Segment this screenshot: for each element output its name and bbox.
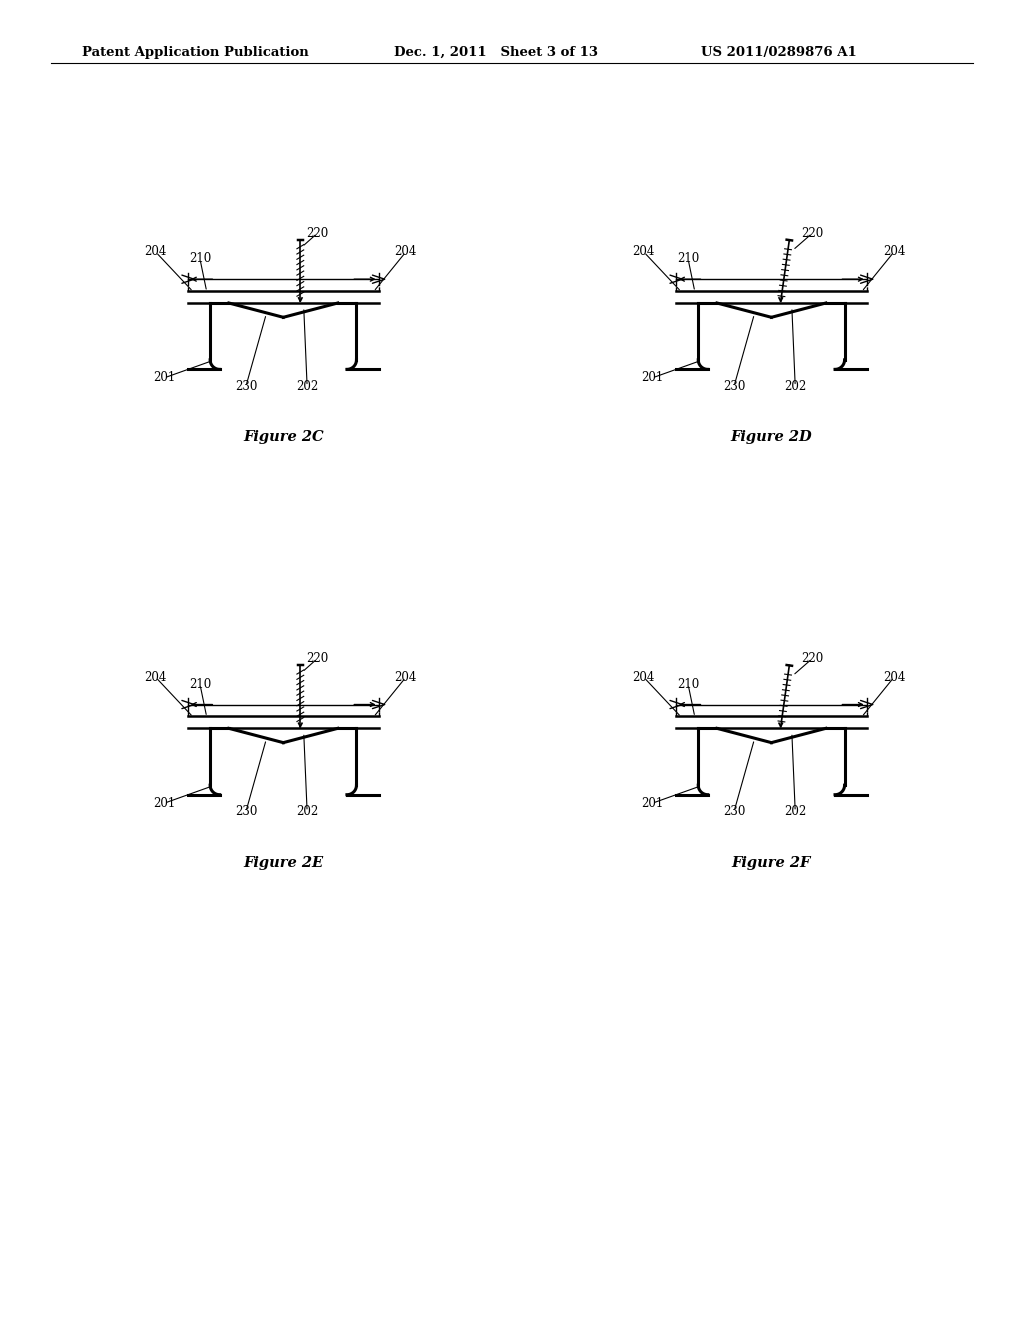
Text: 202: 202 bbox=[296, 805, 318, 818]
Text: 210: 210 bbox=[677, 677, 699, 690]
Text: 220: 220 bbox=[801, 227, 823, 240]
Text: Figure 2F: Figure 2F bbox=[732, 855, 811, 870]
Text: 201: 201 bbox=[154, 797, 175, 809]
Text: Figure 2C: Figure 2C bbox=[243, 430, 324, 445]
Text: 204: 204 bbox=[883, 671, 905, 684]
Text: 204: 204 bbox=[394, 671, 417, 684]
Text: 204: 204 bbox=[883, 246, 905, 259]
Text: 210: 210 bbox=[188, 252, 211, 265]
Text: US 2011/0289876 A1: US 2011/0289876 A1 bbox=[701, 46, 857, 59]
Text: 230: 230 bbox=[234, 380, 257, 393]
Text: 204: 204 bbox=[633, 246, 655, 259]
Text: 204: 204 bbox=[394, 246, 417, 259]
Text: 230: 230 bbox=[723, 805, 745, 818]
Text: 201: 201 bbox=[154, 371, 175, 384]
Text: Figure 2D: Figure 2D bbox=[730, 430, 812, 445]
Text: 210: 210 bbox=[677, 252, 699, 265]
Text: 204: 204 bbox=[144, 246, 167, 259]
Text: 201: 201 bbox=[641, 371, 664, 384]
Text: 202: 202 bbox=[296, 380, 318, 393]
Text: 220: 220 bbox=[306, 652, 329, 665]
Text: 202: 202 bbox=[784, 805, 806, 818]
Text: 202: 202 bbox=[784, 380, 806, 393]
Text: 210: 210 bbox=[188, 677, 211, 690]
Text: 230: 230 bbox=[234, 805, 257, 818]
Text: Figure 2E: Figure 2E bbox=[244, 855, 324, 870]
Text: Patent Application Publication: Patent Application Publication bbox=[82, 46, 308, 59]
Text: 201: 201 bbox=[641, 797, 664, 809]
Text: 204: 204 bbox=[144, 671, 167, 684]
Text: 204: 204 bbox=[633, 671, 655, 684]
Text: 230: 230 bbox=[723, 380, 745, 393]
Text: 220: 220 bbox=[801, 652, 823, 665]
Text: Dec. 1, 2011   Sheet 3 of 13: Dec. 1, 2011 Sheet 3 of 13 bbox=[394, 46, 598, 59]
Text: 220: 220 bbox=[306, 227, 329, 240]
